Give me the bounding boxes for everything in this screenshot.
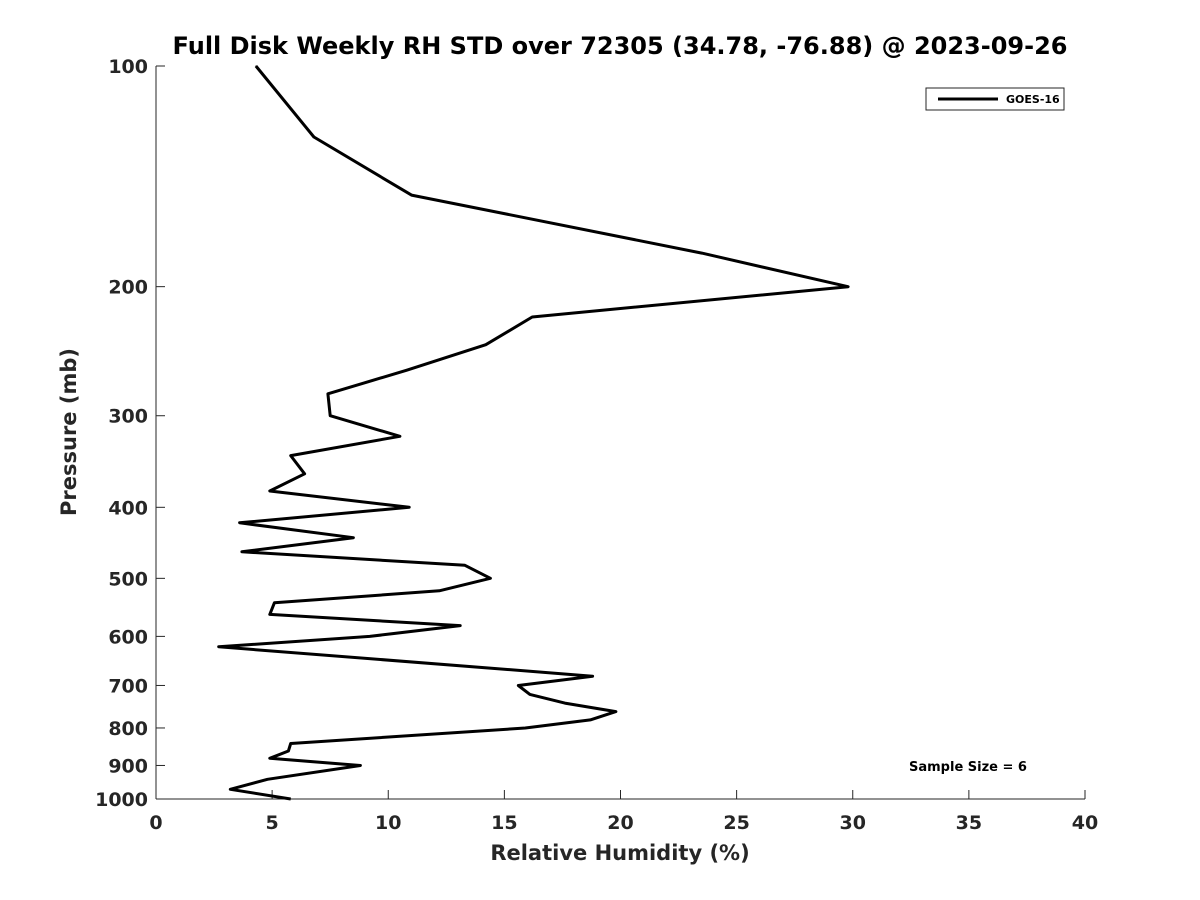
legend: GOES-16 <box>925 87 1065 111</box>
data-point <box>399 435 401 437</box>
data-point <box>701 252 703 254</box>
data-point <box>359 765 361 766</box>
data-point <box>327 393 329 395</box>
data-point <box>438 590 440 592</box>
y-tick-label: 1000 <box>95 789 148 811</box>
x-tick-label: 5 <box>266 812 279 834</box>
y-tick-label: 500 <box>108 568 148 590</box>
data-point <box>218 646 220 648</box>
data-point <box>290 455 292 457</box>
data-point <box>517 685 519 686</box>
chart-title: Full Disk Weekly RH STD over 72305 (34.7… <box>173 32 1068 60</box>
data-point <box>269 613 271 615</box>
data-point <box>489 577 491 579</box>
data-point <box>485 344 487 346</box>
data-point <box>459 625 461 627</box>
x-tick-label: 25 <box>723 812 749 834</box>
data-point <box>564 702 566 704</box>
data-point <box>290 798 292 800</box>
series-layer <box>217 65 850 801</box>
data-point <box>406 369 408 371</box>
data-point <box>408 506 410 508</box>
data-point <box>269 490 271 492</box>
data-point <box>329 415 331 417</box>
data-point <box>589 719 591 721</box>
data-point <box>267 778 268 780</box>
y-tick-label: 400 <box>108 497 148 519</box>
data-point <box>269 757 271 759</box>
y-axis-label: Pressure (mb) <box>57 348 81 516</box>
y-tick-label: 100 <box>108 56 148 78</box>
data-point <box>847 286 849 288</box>
x-tick-label: 40 <box>1072 812 1098 834</box>
data-point <box>615 711 617 713</box>
series-line-goes-16 <box>217 65 850 801</box>
x-tick-label: 30 <box>840 812 866 834</box>
data-point <box>304 473 306 475</box>
y-tick-label: 900 <box>108 755 148 777</box>
data-point <box>411 194 412 196</box>
data-point <box>352 537 354 539</box>
data-point <box>229 788 231 790</box>
y-tick-label: 600 <box>108 626 148 648</box>
y-tick-label: 800 <box>108 718 148 740</box>
y-tick-label: 200 <box>108 277 148 299</box>
x-tick-label: 20 <box>607 812 633 834</box>
legend-label-goes-16: GOES-16 <box>1006 93 1060 106</box>
y-tick-label: 300 <box>108 406 148 428</box>
data-point <box>273 602 275 604</box>
data-point <box>290 743 292 744</box>
x-tick-label: 35 <box>956 812 982 834</box>
data-point <box>241 551 243 553</box>
x-tick-label: 10 <box>375 812 401 834</box>
data-point <box>239 522 241 524</box>
data-point <box>287 750 289 752</box>
sample-size-annotation: Sample Size = 6 <box>909 760 1027 775</box>
data-point <box>524 727 526 729</box>
data-point <box>531 316 533 318</box>
plot-area <box>156 66 1085 799</box>
y-ticks: 100 200 300 400 500 600 700 800 900 1000 <box>95 56 165 811</box>
data-point <box>592 675 594 677</box>
data-point <box>369 635 371 637</box>
x-ticks: 0 5 10 15 20 25 30 35 40 <box>149 790 1098 834</box>
x-tick-label: 0 <box>149 812 162 834</box>
data-point <box>529 693 531 695</box>
data-point <box>464 564 466 566</box>
data-point <box>255 65 257 67</box>
data-point <box>313 136 315 138</box>
x-tick-label: 15 <box>491 812 517 834</box>
x-axis-label: Relative Humidity (%) <box>490 841 749 865</box>
y-tick-label: 700 <box>108 675 148 697</box>
